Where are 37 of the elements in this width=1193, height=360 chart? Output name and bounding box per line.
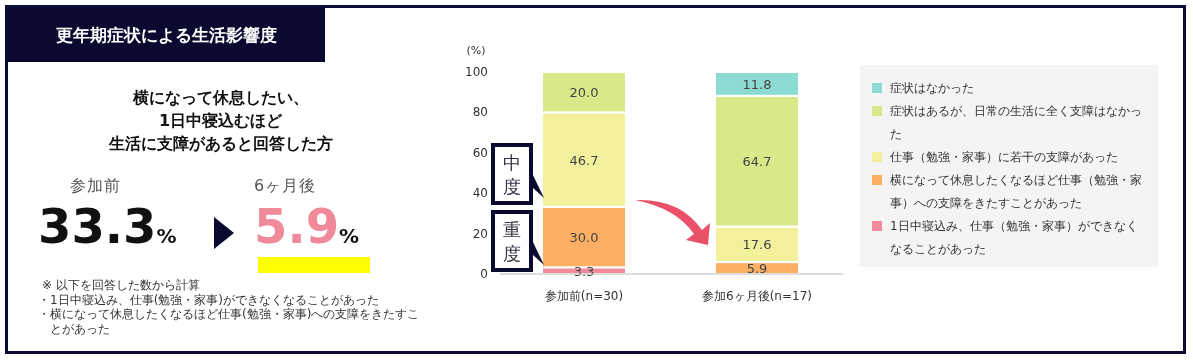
legend-label: 症状はなかった (890, 81, 974, 95)
legend-label: 横になって休息したくなるほど仕事（勉強・家事）への支障をきたすことがあった (890, 173, 1142, 210)
data-label: 3.3 (573, 263, 595, 279)
y-tick-label: 0 (480, 267, 488, 281)
category-label: 6ヶ月後 (254, 176, 317, 197)
data-label: 64.7 (742, 154, 772, 170)
data-label: 30.0 (569, 230, 599, 246)
legend-label: 仕事（勉強・家事）に若干の支障があった (890, 150, 1118, 164)
data-label: 5.9% (254, 198, 360, 254)
text: 横になって休息したい、 (131, 87, 310, 109)
data-label: 46.7 (569, 152, 599, 168)
data-label: 11.8 (742, 76, 772, 92)
legend-label: 1日中寝込み、仕事（勉強・家事）ができなくなることがあった (890, 219, 1138, 256)
data-label: 5.9 (746, 261, 768, 277)
y-tick-label: 60 (472, 145, 488, 160)
x-tick-label: 参加前(n=30) (544, 289, 624, 303)
annotation: 中度 (491, 143, 544, 205)
text: ※ 以下を回答した数から計算 (41, 278, 201, 293)
text: 生活に支障があると回答した方 (107, 133, 334, 155)
x-tick-label: 参加6ヶ月後(n=17) (702, 289, 812, 303)
y-tick-label: 20 (472, 226, 488, 241)
annotation: 中度 (503, 152, 521, 197)
category-label: 参加前 (70, 176, 121, 197)
y-tick-label: 100 (465, 65, 488, 79)
text: ・横になって休息したくなるほど仕事(勉強・家事)への支障をきたすことがあった (38, 307, 421, 336)
annotation: 重度 (503, 219, 521, 264)
y-tick-label: 40 (472, 186, 488, 201)
y-axis-title: (%) (466, 44, 486, 57)
y-tick-label: 80 (472, 105, 488, 120)
text: ・1日中寝込み、仕事(勉強・家事)ができなくなることがあった (38, 292, 380, 307)
data-label: 17.6 (742, 237, 772, 253)
text: 更年期症状による生活影響度 (8, 8, 325, 62)
annotation: 重度 (491, 210, 544, 272)
legend-label: 症状はあるが、日常の生活に全く支障はなかった (890, 104, 1142, 141)
data-label: 20.0 (569, 85, 599, 101)
text: 1日中寝込むほど (157, 110, 284, 132)
data-label: 33.3% (38, 198, 177, 254)
